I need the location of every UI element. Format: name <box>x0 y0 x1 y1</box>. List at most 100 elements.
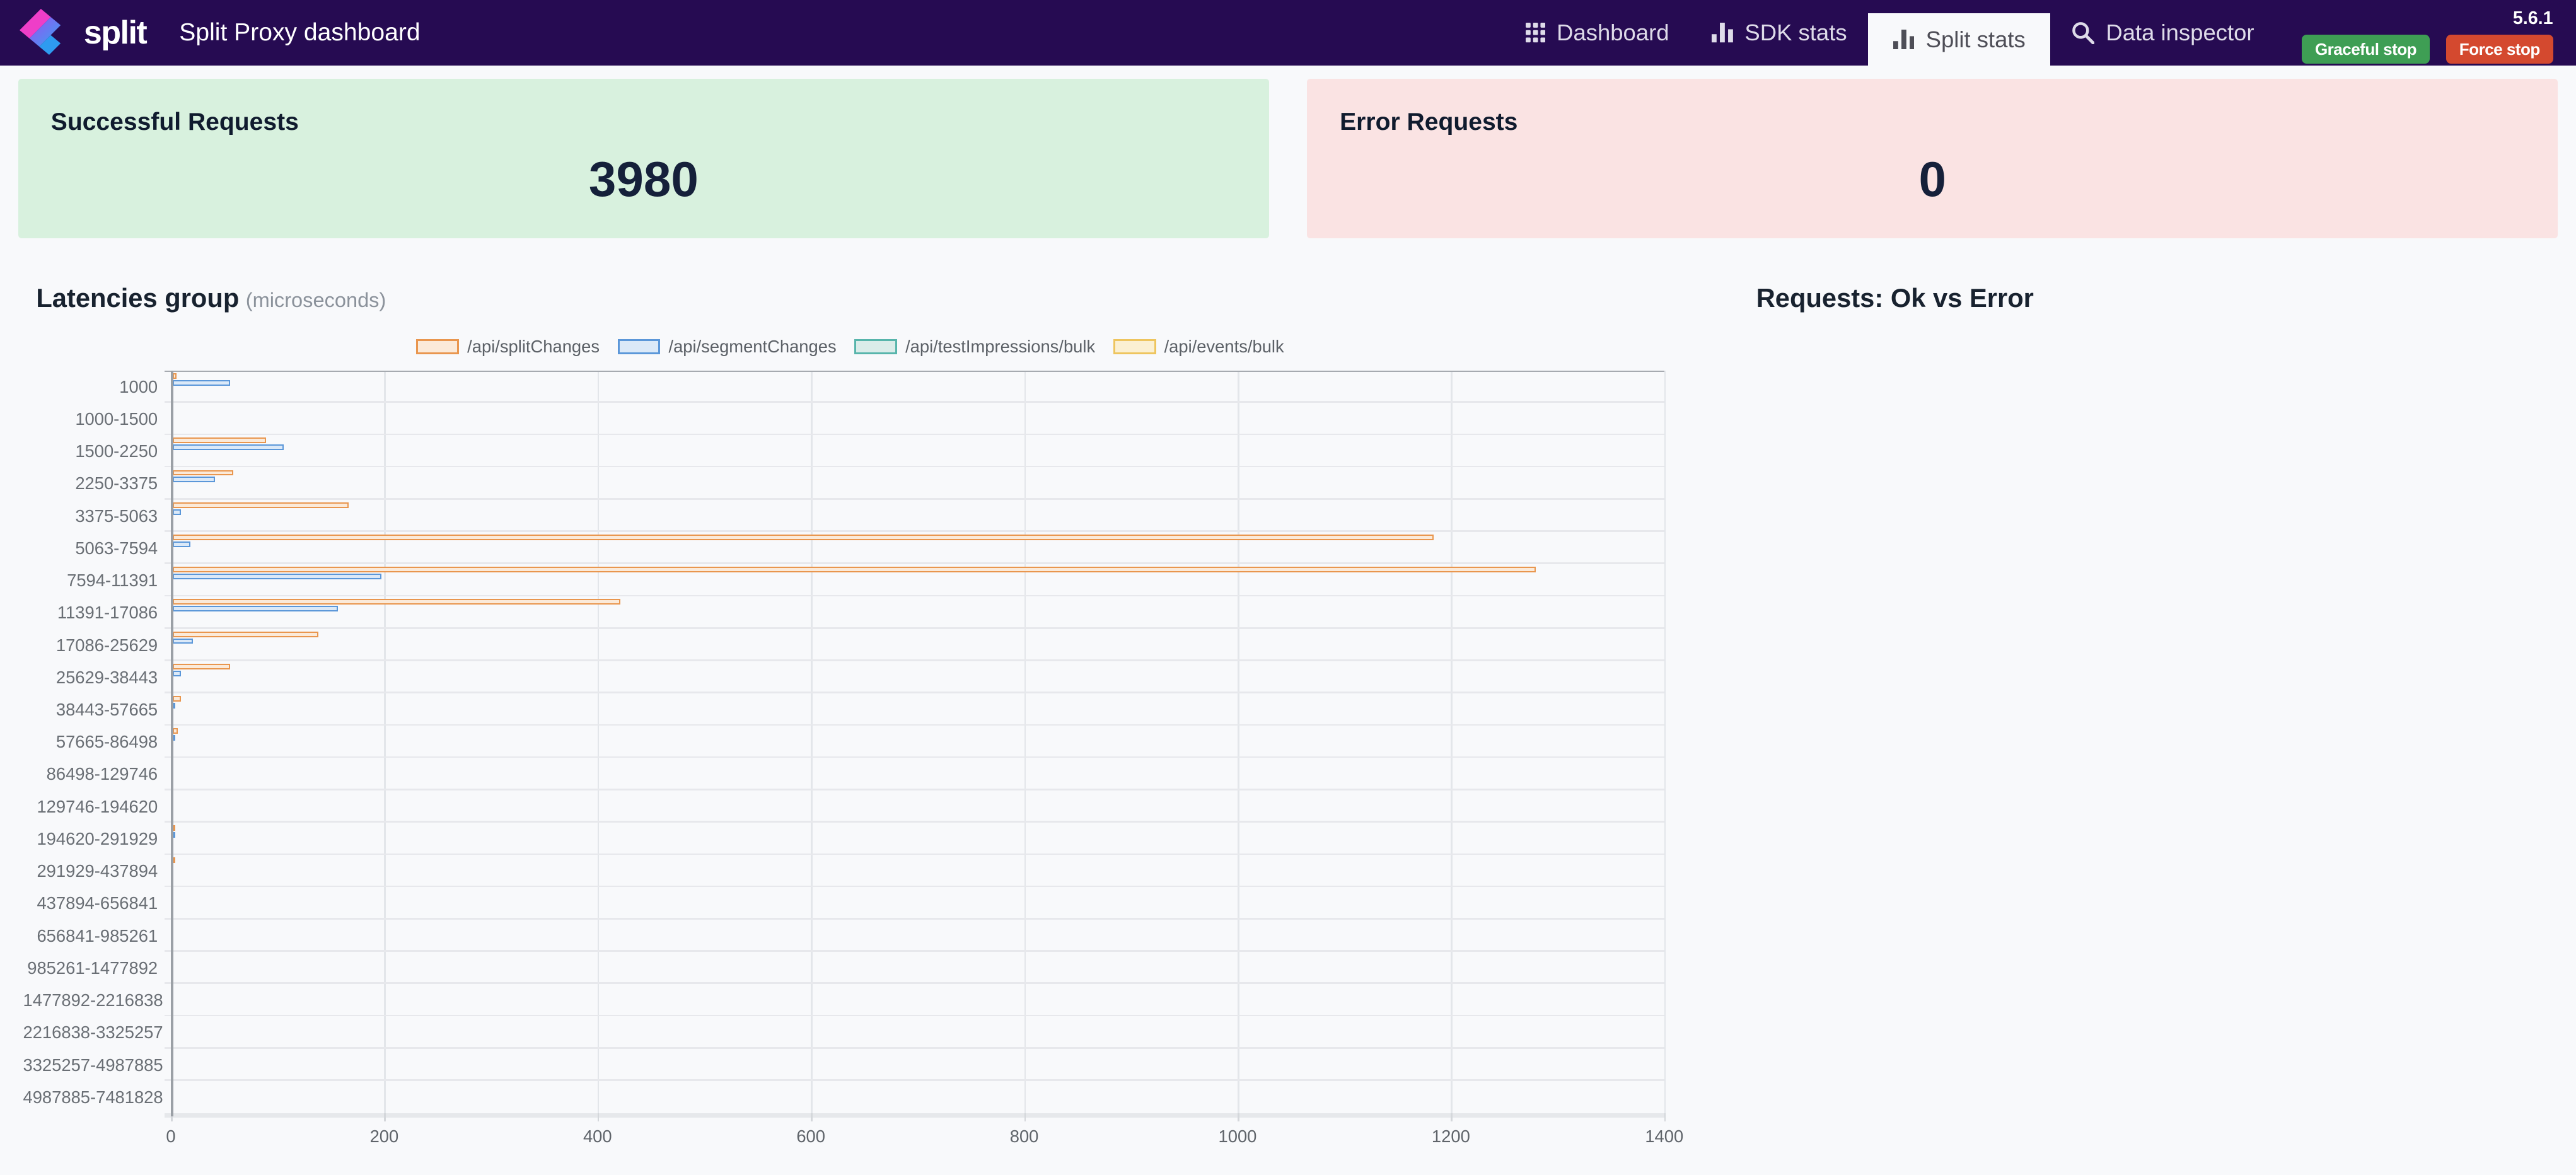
force-stop-button[interactable]: Force stop <box>2445 34 2553 64</box>
y-axis-tick-label: 4987885-7481828 <box>23 1087 163 1107</box>
vertical-gridline <box>1451 370 1453 1114</box>
y-axis-tick-label: 1477892-2216838 <box>23 990 163 1010</box>
error-requests-title: Error Requests <box>1340 108 1518 136</box>
y-axis-tick-label: 3375-5063 <box>75 506 158 526</box>
legend-label: /api/events/bulk <box>1164 336 1284 356</box>
vertical-gridline <box>1237 370 1239 1114</box>
legend-swatch <box>854 339 898 354</box>
latency-row: 291929-437894 <box>37 853 1664 887</box>
version-badge: 5.6.1 <box>2512 8 2553 29</box>
latency-row: 3375-5063 <box>75 498 1664 532</box>
latency-plot: 1000 1000-1500 1500-2250 2250-3375 3375-5063… <box>23 370 1666 1122</box>
y-axis-tick-label: 3325257-4987885 <box>23 1055 163 1075</box>
header-controls: 5.6.1 Graceful stop Force stop <box>2275 2 2576 64</box>
row-separator <box>164 950 1664 952</box>
latency-row: 656841-985261 <box>37 918 1664 952</box>
latency-bar--api-segmentchanges <box>172 606 338 612</box>
vertical-gridline <box>1664 370 1666 1114</box>
latency-row: 7594-11391 <box>67 562 1664 596</box>
graceful-stop-button[interactable]: Graceful stop <box>2302 34 2430 64</box>
x-axis-tick <box>597 1113 600 1122</box>
latency-row: 2216838-3325257 <box>23 1014 1664 1048</box>
error-requests-value: 0 <box>1918 151 1946 207</box>
legend-swatch <box>1113 339 1156 354</box>
search-icon <box>2072 21 2095 45</box>
error-requests-card: Error Requests 0 <box>1306 79 2558 238</box>
latency-bar--api-splitchanges <box>172 567 1536 573</box>
nav-label: Dashboard <box>1557 20 1669 46</box>
y-axis-tick-label: 25629-38443 <box>55 667 158 687</box>
latency-row: 1000-1500 <box>75 401 1664 435</box>
plot-top-border <box>164 370 1664 373</box>
legend-label: /api/segmentChanges <box>668 336 837 356</box>
x-axis-labels: 0 200 400 600 800 1000 1200 1400 <box>166 1126 1683 1148</box>
row-separator <box>164 594 1664 597</box>
row-separator <box>164 659 1664 661</box>
nav-label: SDK stats <box>1744 20 1847 46</box>
vertical-gridline <box>597 370 600 1114</box>
y-axis-tick-label: 86498-129746 <box>46 764 158 784</box>
row-separator <box>164 692 1664 693</box>
x-axis-tick <box>1024 1113 1026 1122</box>
vertical-gridline <box>811 370 813 1114</box>
bar-chart-icon <box>1893 29 1915 50</box>
row-separator <box>164 982 1664 985</box>
successful-requests-title: Successful Requests <box>50 108 299 136</box>
latency-chart-legend: /api/splitChanges/api/segmentChanges/api… <box>36 336 1664 357</box>
latency-row: 1000 <box>119 371 1664 403</box>
legend-item--api-splitchanges[interactable]: /api/splitChanges <box>416 337 600 357</box>
stop-buttons: Graceful stop Force stop <box>2302 34 2553 64</box>
y-axis-tick-label: 291929-437894 <box>37 861 158 881</box>
y-axis-tick-label: 194620-291929 <box>37 828 158 848</box>
latency-bar--api-splitchanges <box>172 534 1434 540</box>
latency-bar--api-splitchanges <box>172 599 621 605</box>
latency-row: 1477892-2216838 <box>23 982 1664 1016</box>
bar-chart-icon <box>1712 23 1734 43</box>
latency-row: 4987885-7481828 <box>23 1079 1664 1113</box>
row-separator <box>164 918 1664 920</box>
y-axis-tick-label: 656841-985261 <box>37 925 158 946</box>
x-axis-tick-label: 600 <box>796 1126 825 1146</box>
latency-row: 25629-38443 <box>56 659 1664 693</box>
legend-item--api-testimpressions-bulk[interactable]: /api/testImpressions/bulk <box>854 337 1095 357</box>
x-axis-tick <box>1664 1113 1666 1122</box>
y-axis-tick-label: 5063-7594 <box>75 538 158 558</box>
legend-swatch <box>617 339 661 354</box>
latency-chart-title: Latencies group (microseconds) <box>36 282 2576 316</box>
logo-wordmark: split <box>83 14 148 52</box>
row-separator <box>164 562 1664 565</box>
row-separator <box>164 724 1664 726</box>
legend-item--api-segmentchanges[interactable]: /api/segmentChanges <box>617 336 837 357</box>
latency-row: 3325257-4987885 <box>23 1046 1664 1081</box>
latency-bar--api-splitchanges <box>172 728 178 734</box>
latency-title-text: Latencies group <box>36 283 240 313</box>
row-separator <box>164 821 1664 823</box>
y-axis-tick-label: 11391-17086 <box>57 603 158 623</box>
nav-item-dashboard[interactable]: Dashboard <box>1504 0 1691 66</box>
x-axis-tick <box>384 1113 386 1122</box>
latency-row: 11391-17086 <box>57 594 1664 628</box>
latency-row: 57665-86498 <box>56 724 1664 758</box>
latency-row: 2250-3375 <box>75 465 1664 499</box>
x-axis-line <box>164 1113 1664 1118</box>
latency-unit-text: (microseconds) <box>245 289 386 312</box>
legend-item--api-events-bulk[interactable]: /api/events/bulk <box>1113 337 1284 357</box>
x-axis-tick <box>1237 1113 1239 1122</box>
latency-row: 38443-57665 <box>56 692 1664 726</box>
latency-bar--api-segmentchanges <box>172 670 182 676</box>
vertical-gridline <box>384 370 386 1114</box>
nav-label: Split stats <box>1925 26 2026 52</box>
legend-swatch <box>416 339 460 354</box>
x-axis-tick-label: 0 <box>166 1126 176 1146</box>
latency-bar--api-splitchanges <box>172 631 319 637</box>
latency-bar--api-splitchanges <box>172 437 267 444</box>
latency-row: 437894-656841 <box>37 885 1664 919</box>
nav-item-sdk-stats[interactable]: SDK stats <box>1690 0 1868 66</box>
y-axis-tick-label: 1000-1500 <box>75 408 158 429</box>
nav-item-split-stats[interactable]: Split stats <box>1868 13 2050 66</box>
latency-row: 5063-7594 <box>75 530 1664 564</box>
nav-item-data-inspector[interactable]: Data inspector <box>2050 0 2276 66</box>
latency-bar--api-splitchanges <box>172 663 230 669</box>
y-axis-tick-label: 2216838-3325257 <box>23 1022 163 1043</box>
